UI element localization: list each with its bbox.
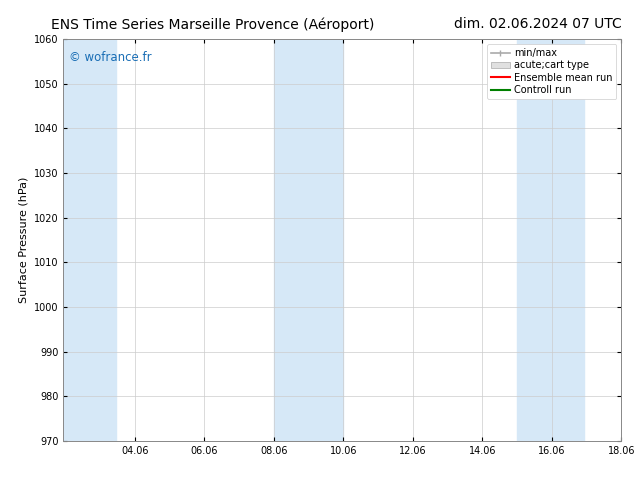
Text: © wofrance.fr: © wofrance.fr bbox=[69, 51, 152, 64]
Bar bbox=[63, 39, 115, 441]
Text: ENS Time Series Marseille Provence (Aéroport): ENS Time Series Marseille Provence (Aéro… bbox=[51, 17, 374, 32]
Y-axis label: Surface Pressure (hPa): Surface Pressure (hPa) bbox=[18, 177, 29, 303]
Legend: min/max, acute;cart type, Ensemble mean run, Controll run: min/max, acute;cart type, Ensemble mean … bbox=[487, 44, 616, 99]
Text: dim. 02.06.2024 07 UTC: dim. 02.06.2024 07 UTC bbox=[453, 17, 621, 31]
Bar bbox=[517, 39, 585, 441]
Bar bbox=[274, 39, 344, 441]
